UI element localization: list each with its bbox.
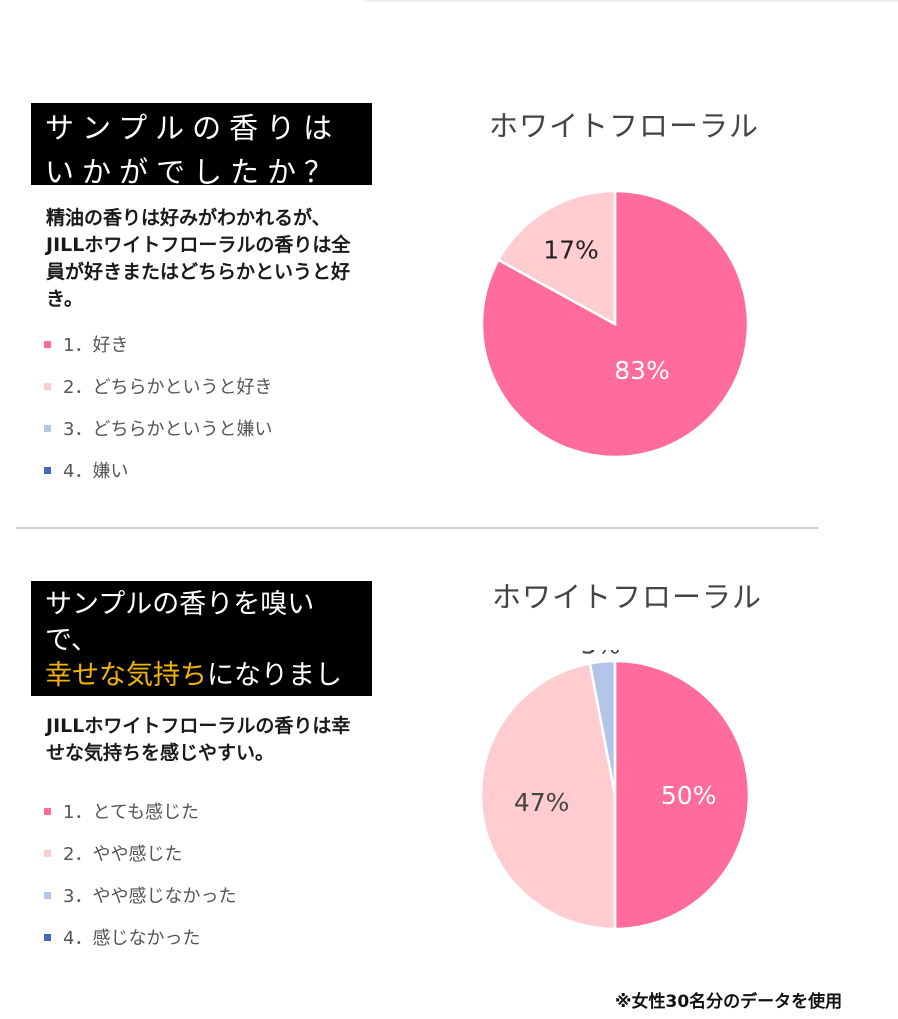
question-box: サンプルの香りを嗅いで、 幸せな気持ちになりまし たか？: [31, 581, 372, 727]
legend-item: 1．とても感じた: [44, 790, 236, 832]
legend-swatch: [44, 849, 51, 857]
legend-item: 4．嫌い: [44, 449, 272, 491]
legend-label: 1．好き: [63, 335, 129, 356]
question-text: になりまし: [207, 660, 342, 692]
legend-swatch: [44, 424, 51, 432]
pie-slice: [496, 189, 617, 327]
legend-label: 2．どちらかというと好き: [63, 377, 273, 398]
legend: 1．好き 2．どちらかというと好き 3．どちらかというと嫌い 4．嫌い: [44, 323, 272, 491]
description: 精油の香りは好みがわかれるが、JILLホワイトフローラルの香りは全員が好きまたは…: [46, 207, 351, 310]
legend-item: 1．好き: [44, 323, 272, 365]
slice-label: 47%: [514, 788, 570, 817]
question-line: サンプルの香りは: [45, 111, 341, 145]
legend-label: 2．やや感じた: [63, 844, 183, 865]
legend-item: 4．感じなかった: [44, 916, 236, 958]
legend-swatch: [44, 891, 51, 899]
legend-swatch: [44, 807, 51, 815]
question-section-1: サンプルの香りは いかがでしたか？ 精油の香りは好みがわかれるが、JILLホワイ…: [31, 103, 760, 491]
legend-swatch: [44, 382, 51, 390]
section-divider: [16, 527, 818, 529]
legend-item: 3．どちらかというと嫌い: [44, 407, 272, 449]
legend-label: 3．やや感じなかった: [63, 886, 237, 907]
chart-title: ホワイトフローラル: [492, 580, 763, 614]
question-line: 幸せな気持ちになりまし: [45, 658, 358, 694]
legend-item: 3．やや感じなかった: [44, 874, 236, 916]
question-highlight: 幸せな気持ち: [45, 660, 207, 692]
legend-item: 2．どちらかというと好き: [44, 365, 272, 407]
question-line: たか？: [45, 695, 126, 727]
question-line: いかがでしたか？: [45, 154, 342, 189]
question-box: サンプルの香りは いかがでしたか？: [31, 103, 372, 189]
legend-label: 4．感じなかった: [63, 928, 201, 949]
slice-label: 50%: [661, 781, 717, 810]
footnote: ※女性30名分のデータを使用: [615, 992, 843, 1012]
legend-label: 1．とても感じた: [63, 802, 200, 823]
question-line: サンプルの香りを嗅いで、: [45, 589, 315, 656]
pie-slice: [613, 659, 751, 931]
top-border: [365, 0, 898, 2]
description: JILLホワイトフローラルの香りは幸せな気持ちを感じやすい。: [46, 715, 351, 764]
pie-chart: 50% 47% 3%: [479, 650, 751, 931]
pie-slice: [588, 659, 617, 796]
legend-swatch: [44, 933, 51, 941]
legend-item: 2．やや感じた: [44, 832, 236, 874]
slice-label: 83%: [614, 356, 670, 385]
pie-slice: [479, 661, 617, 931]
slice-label: 3%: [581, 650, 621, 659]
legend-label: 4．嫌い: [63, 461, 129, 482]
legend-label: 3．どちらかというと嫌い: [63, 419, 273, 440]
question-section-2: サンプルの香りを嗅いで、 幸せな気持ちになりまし たか？ JILLホワイトフロー…: [0, 530, 898, 1019]
legend-swatch: [44, 466, 51, 474]
legend-swatch: [44, 340, 51, 348]
legend: 1．とても感じた 2．やや感じた 3．やや感じなかった 4．感じなかった: [44, 790, 236, 958]
slice-label: 17%: [543, 236, 599, 265]
chart-title: ホワイトフローラル: [489, 109, 760, 143]
pie-chart: 83% 17%: [480, 189, 750, 459]
